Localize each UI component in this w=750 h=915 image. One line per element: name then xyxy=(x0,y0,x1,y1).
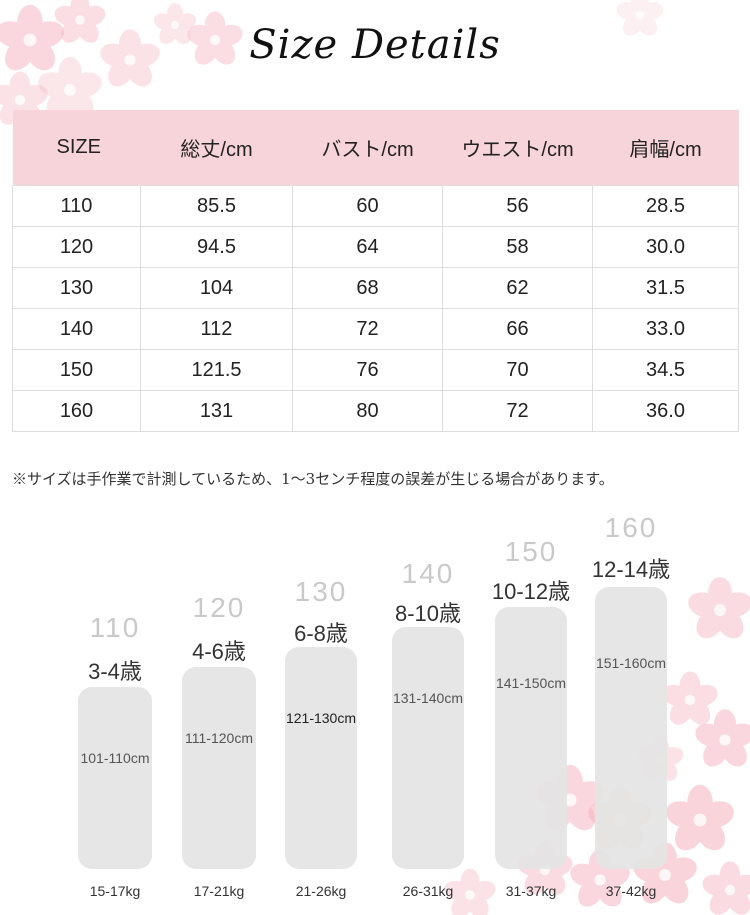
weight-range: 17-21kg xyxy=(162,883,276,899)
header-length: 総丈/cm xyxy=(141,110,293,186)
size-bar xyxy=(78,687,152,869)
table-row: 150 121.5 76 70 34.5 xyxy=(13,350,739,391)
cell-bust: 68 xyxy=(293,268,443,309)
weight-range: 37-42kg xyxy=(575,883,687,899)
header-waist: ウエスト/cm xyxy=(443,110,593,186)
cell-size: 110 xyxy=(13,186,141,227)
weight-range: 21-26kg xyxy=(265,883,377,899)
height-range: 101-110cm xyxy=(58,750,172,766)
header-bust: バスト/cm xyxy=(293,110,443,186)
cell-length: 131 xyxy=(141,391,293,432)
height-range: 151-160cm xyxy=(575,655,687,671)
cell-waist: 70 xyxy=(443,350,593,391)
height-range: 111-120cm xyxy=(162,730,276,746)
size-bar xyxy=(285,647,357,869)
weight-range: 26-31kg xyxy=(372,883,484,899)
table-header-row: SIZE 総丈/cm バスト/cm ウエスト/cm 肩幅/cm xyxy=(13,110,739,186)
cell-bust: 80 xyxy=(293,391,443,432)
table-row: 130 104 68 62 31.5 xyxy=(13,268,739,309)
cell-length: 85.5 xyxy=(141,186,293,227)
size-guide-130: 130 6-8歳 121-130cm 21-26kg xyxy=(285,560,357,910)
cell-bust: 60 xyxy=(293,186,443,227)
cell-shoulder: 33.0 xyxy=(593,309,739,350)
cell-waist: 58 xyxy=(443,227,593,268)
size-guide-160: 160 12-14歳 151-160cm 37-42kg xyxy=(595,500,667,910)
cell-waist: 56 xyxy=(443,186,593,227)
size-number: 160 xyxy=(575,512,687,544)
cell-size: 120 xyxy=(13,227,141,268)
height-range: 141-150cm xyxy=(475,675,587,691)
weight-range: 15-17kg xyxy=(58,883,172,899)
table-row: 110 85.5 60 56 28.5 xyxy=(13,186,739,227)
cell-shoulder: 28.5 xyxy=(593,186,739,227)
cell-size: 150 xyxy=(13,350,141,391)
table-row: 120 94.5 64 58 30.0 xyxy=(13,227,739,268)
age-range: 12-14歳 xyxy=(555,552,707,584)
size-guide-140: 140 8-10歳 131-140cm 26-31kg xyxy=(392,540,464,910)
measurement-note: ※サイズは手作業で計測しているため、1～3センチ程度の誤差が生じる場合があります… xyxy=(12,468,742,489)
cell-waist: 62 xyxy=(443,268,593,309)
size-bar xyxy=(182,667,256,869)
height-range: 131-140cm xyxy=(372,690,484,706)
weight-range: 31-37kg xyxy=(475,883,587,899)
cell-length: 121.5 xyxy=(141,350,293,391)
cell-waist: 66 xyxy=(443,309,593,350)
size-bar xyxy=(392,627,464,869)
cell-waist: 72 xyxy=(443,391,593,432)
size-number: 130 xyxy=(265,576,377,608)
cell-shoulder: 36.0 xyxy=(593,391,739,432)
cell-shoulder: 34.5 xyxy=(593,350,739,391)
table-row: 160 131 80 72 36.0 xyxy=(13,391,739,432)
header-shoulder: 肩幅/cm xyxy=(593,110,739,186)
cell-bust: 72 xyxy=(293,309,443,350)
table-row: 140 112 72 66 33.0 xyxy=(13,309,739,350)
cell-length: 104 xyxy=(141,268,293,309)
size-bar xyxy=(595,587,667,869)
size-bar xyxy=(495,607,567,869)
size-table: SIZE 総丈/cm バスト/cm ウエスト/cm 肩幅/cm 110 85.5… xyxy=(12,110,739,432)
height-range: 121-130cm xyxy=(265,710,377,726)
cell-length: 112 xyxy=(141,309,293,350)
cell-size: 160 xyxy=(13,391,141,432)
cell-shoulder: 31.5 xyxy=(593,268,739,309)
size-guide-110: 110 3-4歳 101-110cm 15-17kg xyxy=(78,600,152,910)
cell-bust: 76 xyxy=(293,350,443,391)
cell-size: 130 xyxy=(13,268,141,309)
header-size: SIZE xyxy=(13,110,141,186)
cell-length: 94.5 xyxy=(141,227,293,268)
cell-shoulder: 30.0 xyxy=(593,227,739,268)
size-guide-120: 120 4-6歳 111-120cm 17-21kg xyxy=(182,580,256,910)
cell-size: 140 xyxy=(13,309,141,350)
page-title: Size Details xyxy=(0,22,750,68)
cell-bust: 64 xyxy=(293,227,443,268)
